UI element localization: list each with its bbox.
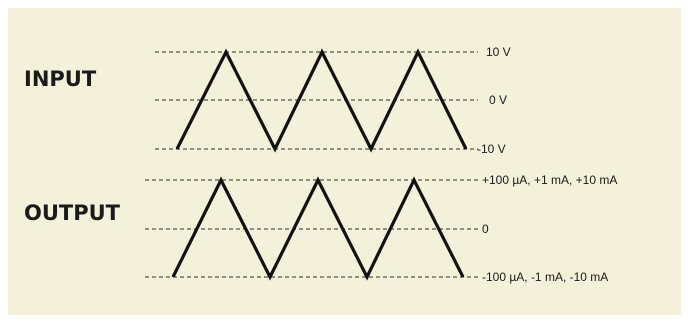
input-level-low: -10 V [477, 142, 506, 156]
input-level-mid: 0 V [489, 93, 507, 107]
diagram-panel [8, 8, 681, 315]
output-triangle-wave [171, 176, 465, 281]
output-level-high: +100 µA, +1 mA, +10 mA [482, 173, 617, 187]
input-triangle-wave [175, 48, 468, 153]
output-level-low: -100 µA, -1 mA, -10 mA [482, 270, 608, 284]
input-title: INPUT [24, 67, 97, 91]
output-level-mid: 0 [482, 222, 489, 236]
output-title: OUTPUT [24, 201, 121, 225]
input-level-high: 10 V [486, 45, 511, 59]
